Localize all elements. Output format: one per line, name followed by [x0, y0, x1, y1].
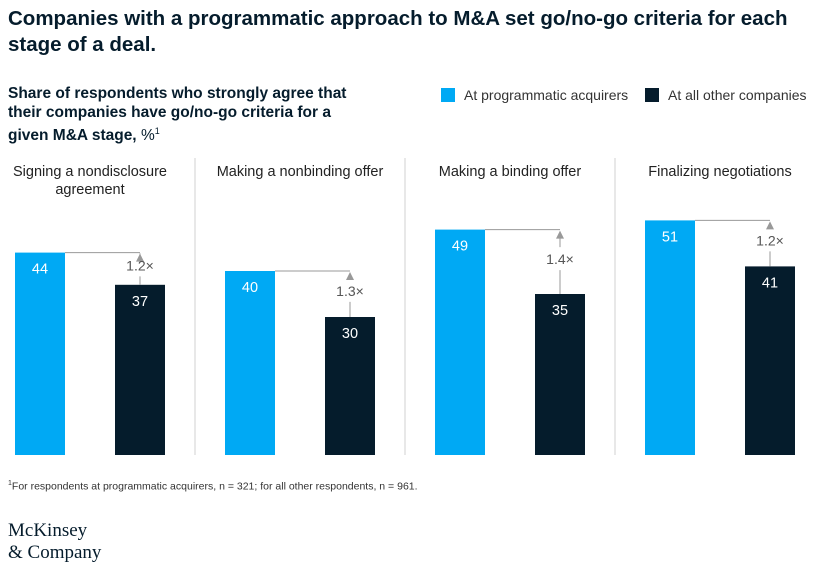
arrow-head: [766, 221, 774, 230]
bar-other: [325, 317, 375, 455]
bar-other: [535, 294, 585, 455]
bar-programmatic: [645, 220, 695, 455]
bar-programmatic: [15, 252, 65, 455]
chart-subtitle: Share of respondents who strongly agree …: [8, 84, 368, 145]
arrow-head: [556, 230, 564, 239]
logo-line-1: McKinsey: [8, 520, 88, 541]
value-label-other: 35: [552, 303, 568, 319]
ratio-label: 1.4×: [546, 251, 574, 267]
value-label-other: 41: [762, 275, 778, 291]
value-label-other: 37: [132, 294, 148, 310]
chart-title: Companies with a programmatic approach t…: [8, 7, 788, 56]
subtitle-unit: %: [140, 127, 155, 145]
arrow-head: [136, 253, 144, 262]
mckinsey-logo: McKinsey & Company: [8, 520, 101, 564]
category-label: agreement: [55, 182, 124, 198]
logo-line-2: & Company: [8, 542, 102, 563]
legend-label-programmatic: At programmatic acquirers: [464, 87, 629, 103]
category-label: Finalizing negotiations: [648, 164, 791, 180]
subtitle-text: Share of respondents who strongly agree …: [8, 85, 347, 145]
subtitle-note-marker: 1: [154, 126, 160, 136]
footnote: 1For respondents at programmatic acquire…: [8, 480, 418, 493]
legend-label-other: At all other companies: [668, 87, 807, 103]
category-label: Making a binding offer: [439, 164, 582, 180]
bar-other: [115, 284, 165, 455]
legend-swatch-programmatic: [441, 88, 455, 102]
legend-item-programmatic: At programmatic acquirers: [441, 87, 628, 103]
bar-programmatic: [435, 229, 485, 455]
legend-swatch-other: [645, 88, 659, 102]
bar-chart: Signing a nondisclosure agreement 44 37 1.2×…: [13, 158, 795, 455]
category-label: Making a nonbinding offer: [217, 164, 384, 180]
value-label-other: 30: [342, 326, 358, 342]
value-label-programmatic: 51: [662, 229, 678, 245]
bar-programmatic: [225, 271, 275, 455]
ratio-label: 1.2×: [126, 257, 154, 273]
value-label-programmatic: 49: [452, 239, 468, 255]
footnote-marker: 1: [8, 480, 12, 487]
ratio-label: 1.2×: [756, 232, 784, 248]
ratio-label: 1.3×: [336, 283, 364, 299]
bar-other: [745, 266, 795, 455]
legend-item-other: At all other companies: [645, 87, 807, 103]
category-label: Signing a nondisclosure: [13, 164, 167, 180]
arrow-head: [346, 272, 354, 280]
value-label-programmatic: 44: [32, 262, 48, 278]
value-label-programmatic: 40: [242, 280, 258, 296]
footnote-text: For respondents at programmatic acquirer…: [11, 480, 418, 493]
